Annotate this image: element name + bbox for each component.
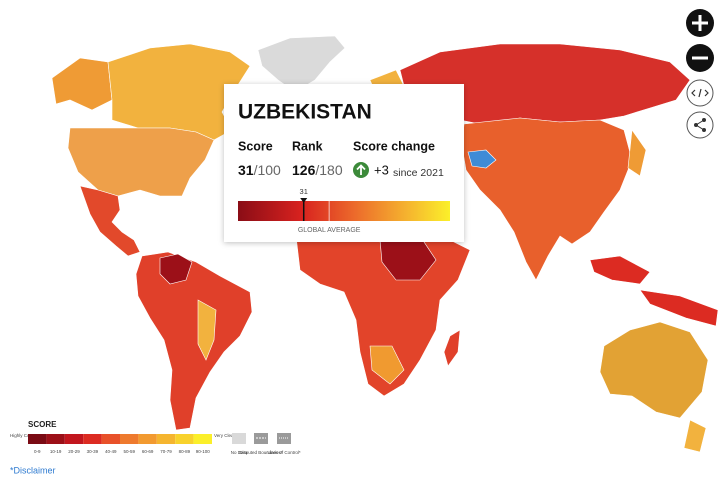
disclaimer-link[interactable]: *Disclaimer: [10, 465, 56, 475]
country[interactable]: [467, 149, 497, 169]
zoom-out-button[interactable]: [686, 44, 714, 72]
score-marker-label: 31: [300, 187, 308, 196]
score-value: 31/100: [238, 162, 281, 178]
no-data-label: No Data: [231, 450, 248, 455]
score-gradient: [238, 201, 450, 221]
disputed-label: Disputed Boundaries*: [239, 450, 283, 455]
country[interactable]: [197, 299, 217, 361]
legend-high-label: Very Clean: [214, 433, 237, 438]
change-arrow: [356, 164, 366, 175]
legend-bin-label: 50-59: [123, 449, 135, 454]
legend-bin-label: 60-69: [142, 449, 154, 454]
score-max: /100: [254, 162, 281, 178]
score-marker-head: [300, 198, 308, 203]
embed-button[interactable]: [686, 79, 714, 107]
country[interactable]: [67, 127, 215, 197]
legend-bin-label: 80-89: [179, 449, 191, 454]
global-average-label: GLOBAL AVERAGE: [298, 227, 361, 234]
legend-swatch: [175, 434, 194, 444]
legend-swatch: [28, 434, 47, 444]
rank-label: Rank: [292, 139, 323, 153]
country[interactable]: [369, 345, 405, 385]
rank-value: 126/180: [292, 162, 343, 178]
country[interactable]: [159, 253, 193, 285]
country[interactable]: [443, 329, 461, 367]
change-since: since 2021: [393, 167, 444, 179]
zoom-in-button[interactable]: [686, 9, 714, 37]
rank-max: /180: [315, 162, 342, 178]
change-value: +3: [374, 162, 389, 177]
legend-swatch: [64, 434, 84, 444]
country[interactable]: [79, 185, 141, 257]
legend-swatch: [193, 434, 212, 444]
map-controls: [686, 9, 714, 139]
legend-title: SCORE: [28, 420, 57, 429]
country[interactable]: [257, 35, 346, 93]
score-label: Score: [238, 139, 273, 153]
rank-number: 126: [292, 162, 316, 178]
legend-swatch: [46, 434, 65, 444]
control-label: Lines of Control*: [267, 450, 301, 455]
legend-swatch: [101, 434, 120, 444]
legend: SCORE Highly Corrupt Very Clean No Data …: [10, 420, 301, 455]
legend-bin-label: 40-49: [105, 449, 117, 454]
country[interactable]: [135, 251, 253, 431]
gradient-marks: GLOBAL AVERAGE 31: [298, 187, 361, 234]
country[interactable]: [461, 117, 633, 281]
legend-swatch: [156, 434, 176, 444]
country[interactable]: [589, 255, 651, 285]
legend-bin-label: 0-9: [34, 449, 41, 454]
country[interactable]: [599, 321, 709, 419]
legend-swatch: [83, 434, 102, 444]
legend-low-label: Highly Corrupt: [10, 433, 40, 438]
countries: [51, 35, 719, 453]
country-popup: UZBEKISTAN Score Rank Score change 31/10…: [224, 84, 464, 242]
score-number: 31: [238, 162, 254, 178]
legend-bin-label: 20-29: [68, 449, 80, 454]
country[interactable]: [627, 129, 647, 177]
change-label: Score change: [353, 139, 435, 153]
legend-swatch: [138, 434, 157, 444]
legend-bin-label: 10-19: [50, 449, 62, 454]
legend-bin-label: 90-100: [196, 449, 211, 454]
country[interactable]: [639, 289, 719, 327]
legend-bin-label: 30-39: [87, 449, 99, 454]
share-button[interactable]: [686, 111, 714, 139]
legend-bin-label: 70-79: [160, 449, 172, 454]
legend-swatch: [120, 434, 139, 444]
no-data-swatch: [232, 433, 246, 444]
popup-title: UZBEKISTAN: [238, 101, 372, 124]
country[interactable]: [51, 57, 113, 111]
country[interactable]: [683, 419, 707, 453]
